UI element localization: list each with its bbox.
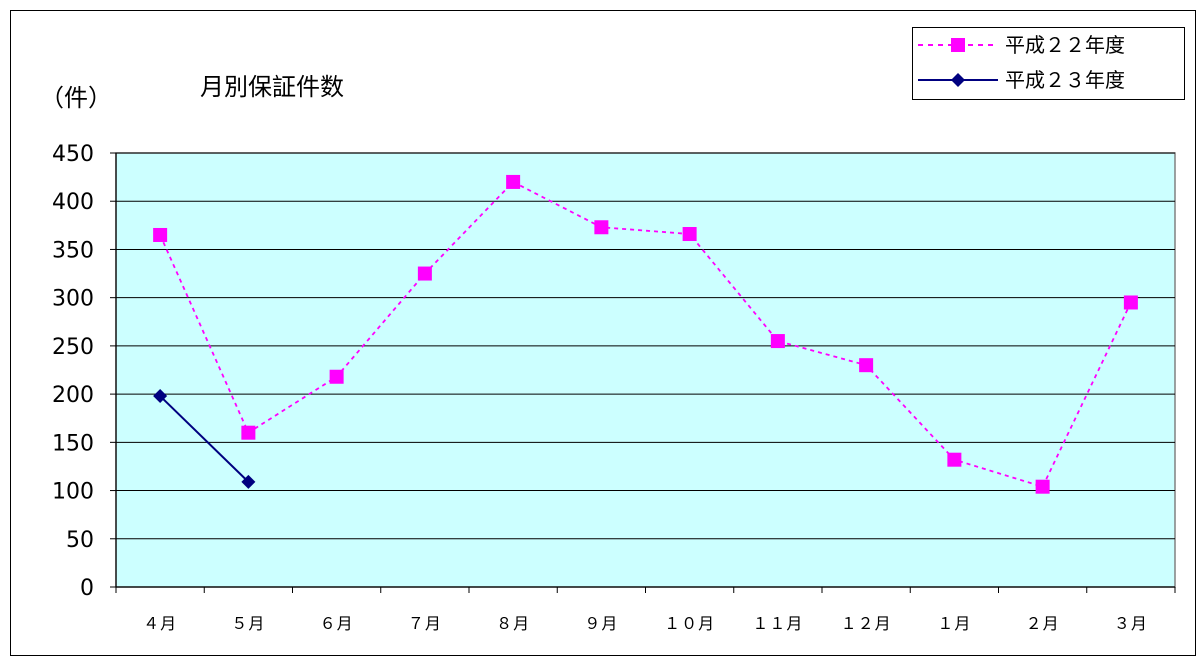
chart-title: 月別保証件数 (200, 73, 344, 101)
x-axis-ticks: ４月 ５月 ６月 ７月 ８月 ９月 １０月 １１月 １２月 １月 ２月 ３月 (115, 587, 1176, 633)
x-tick-label: ９月 (584, 614, 618, 633)
y-tick-label: 350 (52, 238, 94, 263)
legend-label-h22: 平成２２年度 (1005, 33, 1125, 57)
data-point-h22 (770, 334, 785, 349)
series-line-0 (159, 180, 1132, 488)
data-point-h22 (241, 425, 256, 440)
data-point-h22 (153, 227, 168, 242)
data-point-h23 (241, 474, 256, 489)
y-axis-ticks: 0 50 100 150 200 250 300 350 400 450 (52, 142, 116, 601)
y-tick-label: 200 (52, 383, 94, 408)
y-tick-label: 50 (66, 528, 94, 553)
y-tick-label: 0 (80, 576, 94, 601)
legend-marker-h22 (951, 38, 965, 52)
data-point-h22 (329, 369, 344, 384)
data-point-h22 (859, 358, 874, 373)
x-tick-label: １０月 (664, 614, 715, 633)
plot-area (115, 152, 1176, 588)
x-tick-label: １２月 (841, 614, 892, 633)
y-tick-label: 100 (52, 480, 94, 505)
data-point-h22 (417, 266, 432, 281)
x-tick-label: ８月 (496, 614, 530, 633)
data-point-h22 (947, 452, 962, 467)
y-tick-label: 150 (52, 431, 94, 456)
data-point-h22 (506, 174, 521, 189)
series-markers (153, 174, 1138, 494)
x-tick-label: ６月 (320, 614, 354, 633)
data-point-h22 (682, 227, 697, 242)
x-tick-label: ３月 (1114, 614, 1148, 633)
x-tick-label: ７月 (408, 614, 442, 633)
legend: 平成２２年度 平成２３年度 (912, 27, 1185, 100)
data-point-h22 (594, 220, 609, 235)
y-tick-label: 450 (52, 142, 94, 167)
series-lines (159, 180, 1132, 488)
x-tick-label: １月 (937, 614, 971, 633)
series-line-1 (159, 395, 250, 483)
x-tick-label: １１月 (752, 614, 803, 633)
y-tick-label: 300 (52, 287, 94, 312)
data-point-h22 (1035, 479, 1050, 494)
data-point-h23 (153, 389, 168, 404)
data-point-h22 (1123, 295, 1138, 310)
x-tick-label: ４月 (143, 614, 177, 633)
x-tick-label: ２月 (1026, 614, 1060, 633)
y-tick-label: 400 (52, 190, 94, 215)
grid-lines (116, 152, 1175, 540)
y-tick-label: 250 (52, 335, 94, 360)
x-tick-label: ５月 (231, 614, 265, 633)
legend-label-h23: 平成２３年度 (1005, 68, 1125, 92)
legend-marker-h23 (951, 73, 965, 87)
y-axis-label: （件） (40, 84, 112, 112)
